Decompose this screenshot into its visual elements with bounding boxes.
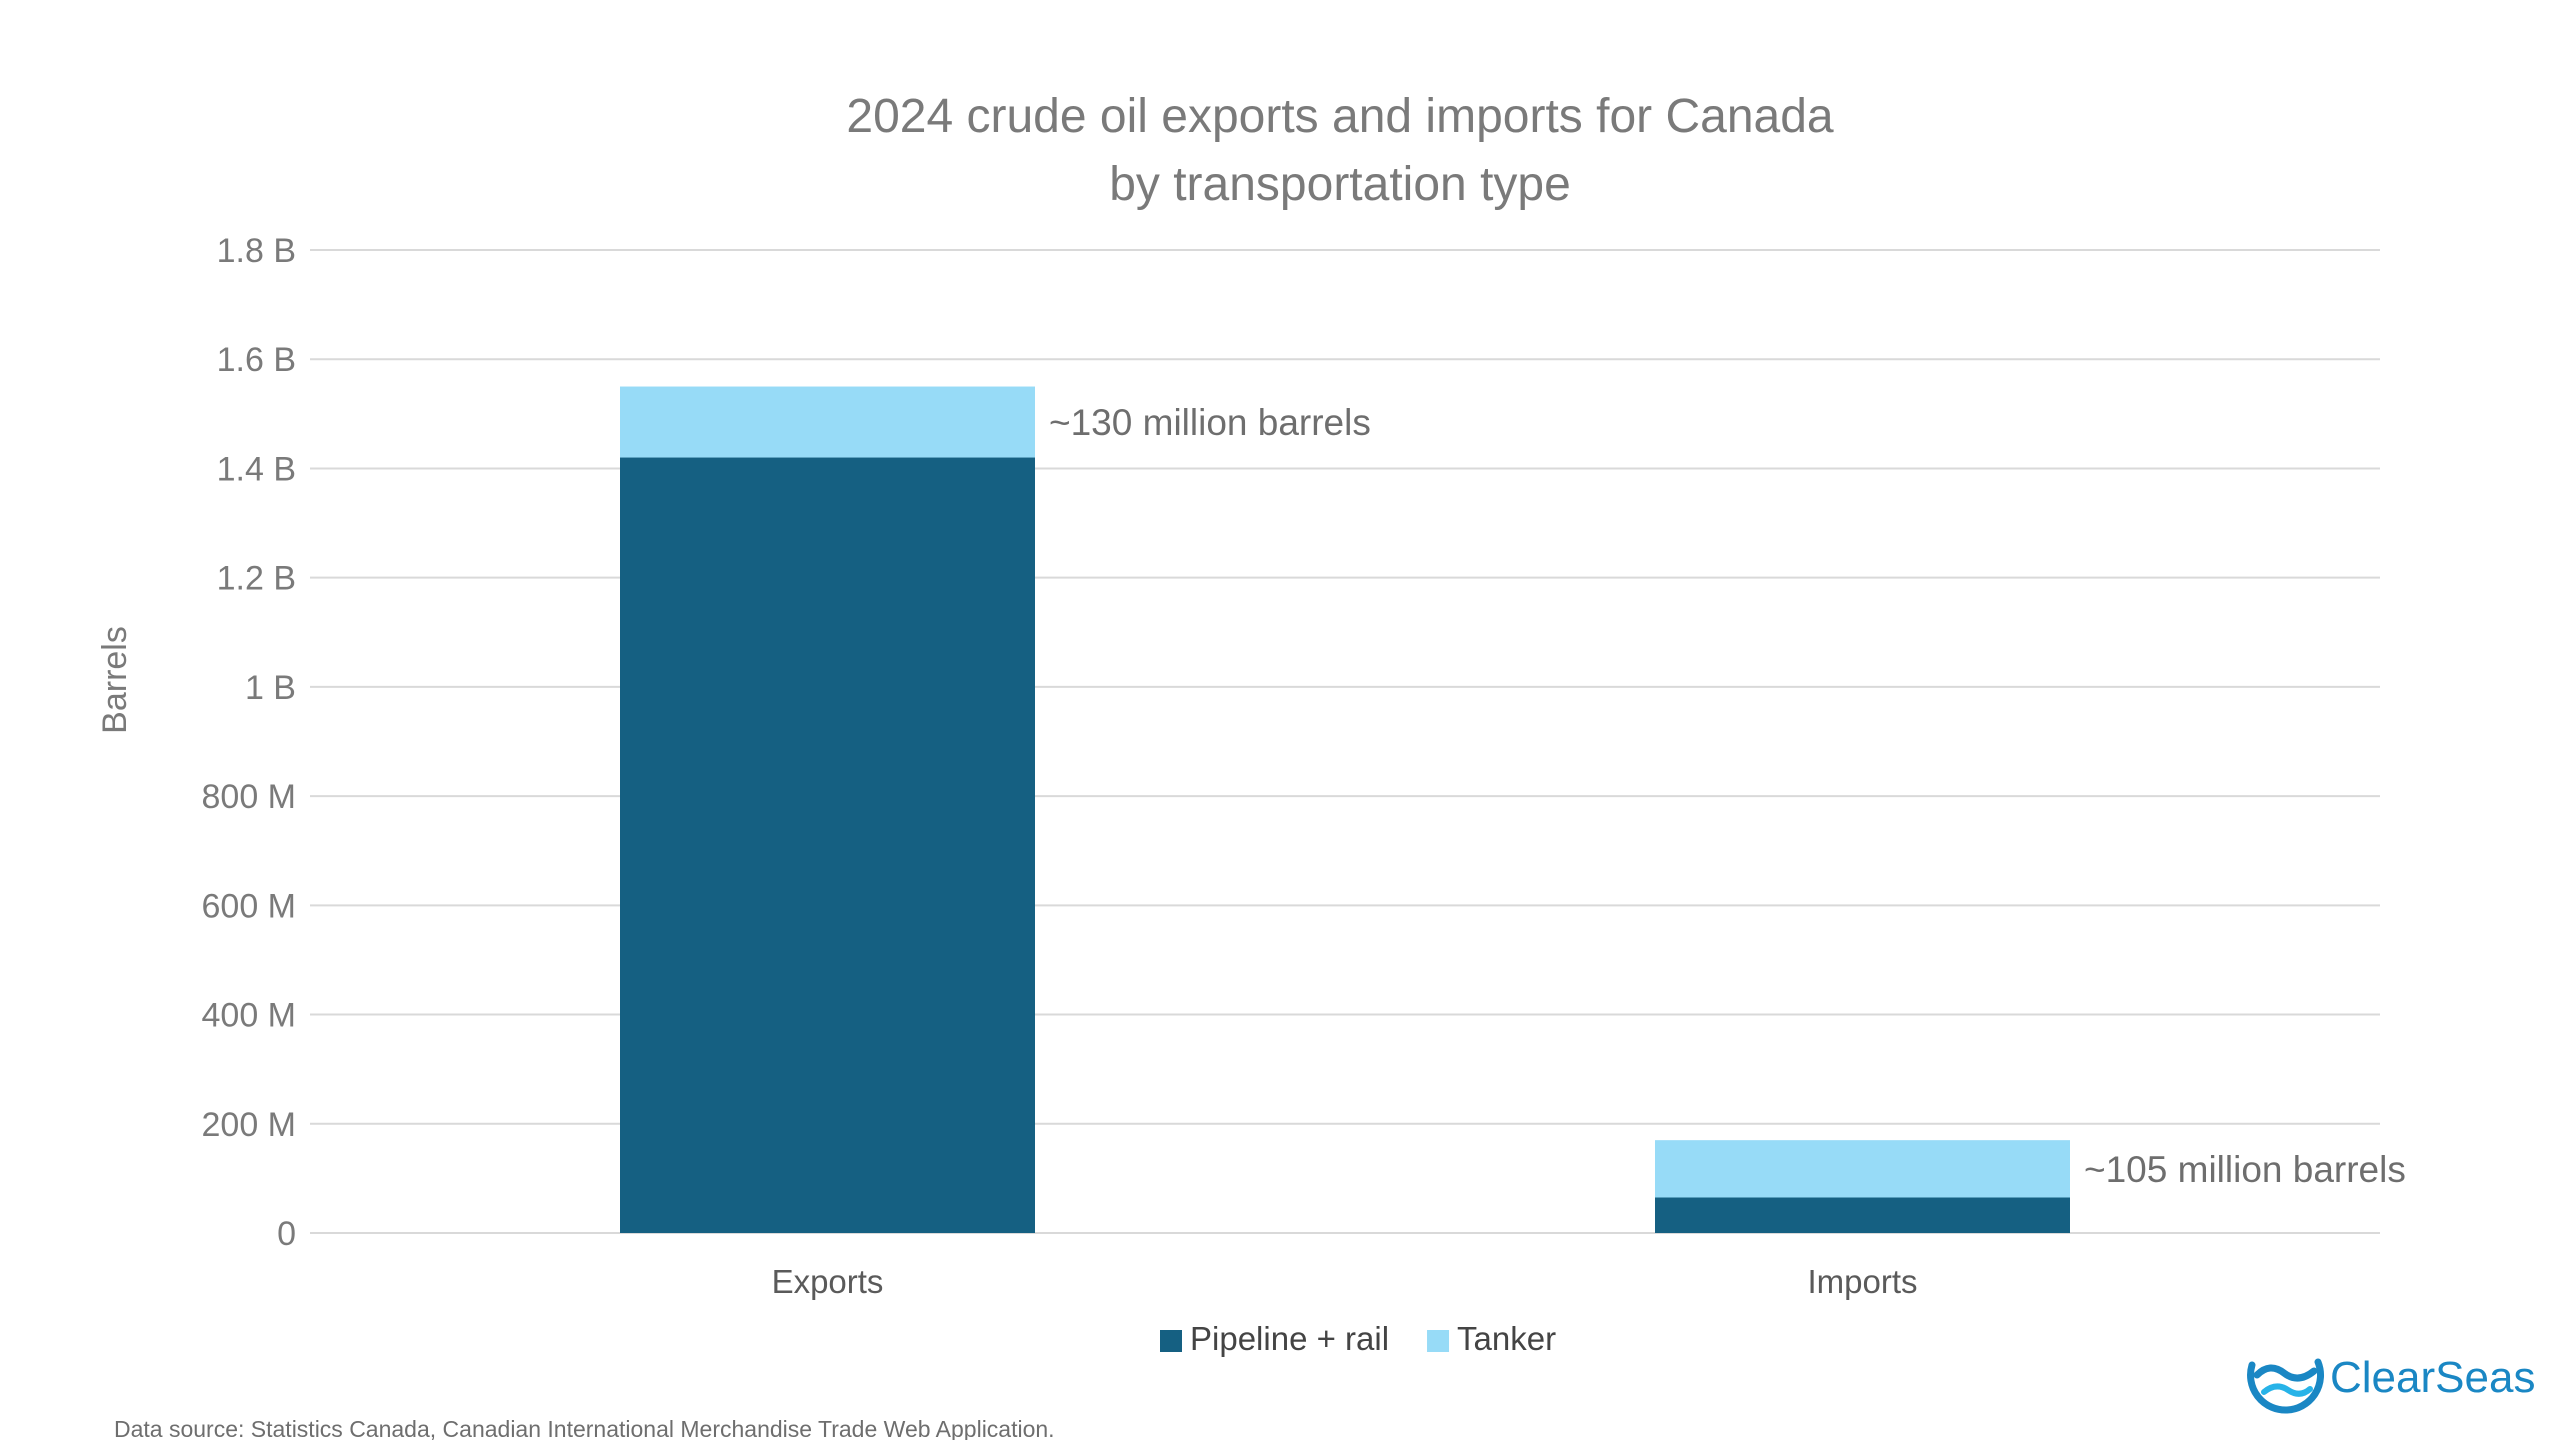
legend-label: Tanker xyxy=(1457,1320,1556,1357)
brand-name-clear: Clear xyxy=(2330,1353,2435,1402)
y-tick-label: 1.8 B xyxy=(217,232,296,270)
chart-title-line-1: 2024 crude oil exports and imports for C… xyxy=(846,90,1834,143)
annotations: ~130 million barrels ~105 million barrels xyxy=(1049,402,2406,1190)
y-tick-label: 800 M xyxy=(202,778,297,816)
bar-imports-pipeline-rail xyxy=(1655,1197,2070,1233)
legend-swatch xyxy=(1160,1330,1182,1352)
clearseas-logo: ClearSeas xyxy=(2247,1353,2535,1414)
bar-annotation: ~105 million barrels xyxy=(2084,1149,2406,1190)
brand-name: ClearSeas xyxy=(2330,1353,2535,1402)
y-axis-ticks: 0 200 M 400 M 600 M 800 M 1 B 1.2 B 1.4 B 1.6 B 1… xyxy=(202,232,297,1253)
chart-title-line-2: by transportation type xyxy=(1109,158,1571,211)
bar-imports-tanker xyxy=(1655,1140,2070,1198)
data-source-note: Data source: Statistics Canada, Canadian… xyxy=(114,1416,1055,1440)
bar-exports-pipeline-rail xyxy=(620,457,1035,1233)
y-tick-label: 600 M xyxy=(202,887,297,925)
bars xyxy=(620,386,2070,1233)
x-tick-label: Exports xyxy=(772,1263,884,1300)
y-tick-label: 0 xyxy=(277,1215,296,1253)
y-tick-label: 1.4 B xyxy=(217,450,296,488)
bar-annotation: ~130 million barrels xyxy=(1049,402,1371,443)
legend-label: Pipeline + rail xyxy=(1190,1320,1389,1357)
y-tick-label: 200 M xyxy=(202,1106,297,1144)
brand-name-seas: Seas xyxy=(2435,1353,2535,1402)
bar-exports-tanker xyxy=(620,386,1035,458)
y-axis-title: Barrels xyxy=(96,626,134,734)
category-labels: Exports Imports xyxy=(772,1263,1918,1300)
x-tick-label: Imports xyxy=(1807,1263,1917,1300)
legend-swatch xyxy=(1427,1330,1450,1352)
y-tick-label: 400 M xyxy=(202,997,297,1035)
y-tick-label: 1.2 B xyxy=(217,560,296,598)
y-tick-label: 1 B xyxy=(245,669,296,707)
y-tick-label: 1.6 B xyxy=(217,341,296,379)
wave-circle-icon xyxy=(2247,1358,2325,1414)
legend: Pipeline + rail Tanker xyxy=(1160,1320,1556,1357)
